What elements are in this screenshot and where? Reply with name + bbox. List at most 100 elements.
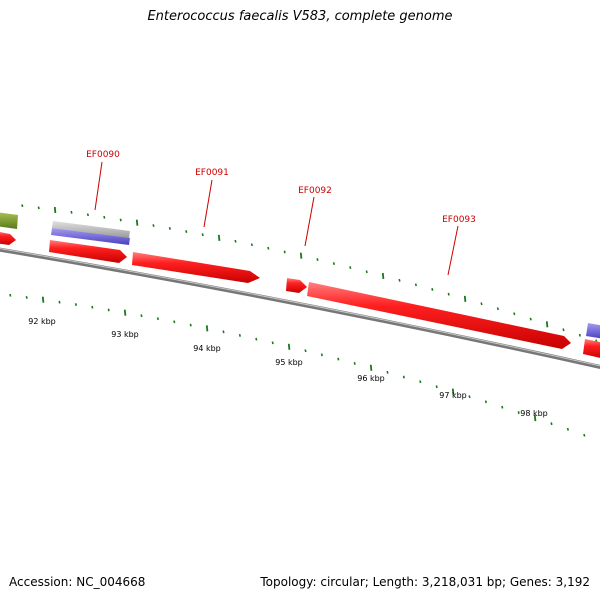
minor-tick	[86, 213, 89, 217]
minor-tick	[398, 278, 401, 282]
gray-feature	[52, 221, 130, 238]
major-tick	[533, 415, 537, 422]
major-tick	[41, 296, 45, 303]
blue-feature	[51, 228, 130, 245]
minor-tick	[255, 337, 258, 341]
major-tick	[217, 234, 221, 241]
minor-tick	[91, 305, 94, 309]
scale-label: 97 kbp	[439, 391, 467, 400]
minor-tick	[283, 250, 286, 254]
cds-arrow	[583, 339, 600, 358]
minor-tick	[320, 353, 323, 357]
minor-tick	[156, 317, 159, 321]
genome-summary-text: Topology: circular; Length: 3,218,031 bp…	[260, 575, 590, 589]
minor-tick	[168, 227, 171, 230]
major-tick	[287, 343, 291, 350]
minor-tick	[583, 433, 586, 437]
cds-arrow	[0, 232, 16, 245]
minor-tick	[140, 314, 143, 318]
major-tick	[205, 325, 209, 332]
minor-tick	[316, 258, 319, 261]
major-tick	[53, 206, 57, 214]
minor-tick	[480, 302, 483, 306]
minor-tick	[21, 204, 24, 208]
minor-tick	[529, 317, 532, 321]
minor-tick	[365, 270, 368, 274]
major-tick	[135, 219, 139, 226]
minor-tick	[107, 308, 110, 312]
minor-tick	[304, 349, 307, 353]
genome-backbone-highlight	[0, 248, 600, 367]
blue-feature-right	[586, 323, 600, 339]
minor-tick	[250, 243, 253, 247]
scale-label: 98 kbp	[520, 409, 548, 418]
minor-tick	[185, 230, 188, 233]
minor-tick	[70, 210, 73, 214]
minor-tick	[271, 341, 274, 345]
map-title: Enterococcus faecalis V583, complete gen…	[147, 9, 453, 24]
minor-tick	[337, 357, 340, 361]
minor-tick	[152, 224, 155, 227]
minor-tick	[349, 266, 352, 269]
minor-tick	[386, 370, 389, 374]
minor-tick	[517, 411, 520, 414]
genome-backbone	[0, 247, 600, 369]
major-tick	[451, 388, 455, 395]
minor-tick	[447, 292, 450, 296]
minor-tick	[496, 307, 499, 311]
minor-tick	[419, 380, 422, 384]
gene-label-ef0092: EF0092	[298, 186, 332, 247]
major-tick	[123, 309, 127, 316]
minor-tick	[37, 206, 40, 210]
major-tick	[545, 321, 549, 328]
minor-tick	[9, 293, 12, 297]
gene-label-ef0091: EF0091	[195, 168, 229, 228]
svg-text:EF0092: EF0092	[298, 186, 332, 196]
major-tick	[381, 272, 385, 280]
minor-tick	[238, 334, 241, 337]
minor-tick	[332, 262, 335, 265]
major-tick	[369, 364, 373, 371]
scale-label: 93 kbp	[111, 330, 139, 339]
cds-arrow-ef0090	[49, 240, 127, 263]
major-tick	[299, 252, 303, 259]
lower-tick-row	[9, 293, 586, 437]
gene-label-ef0093: EF0093	[442, 215, 476, 276]
svg-text:EF0093: EF0093	[442, 215, 476, 225]
scale-label: 94 kbp	[193, 344, 221, 353]
minor-tick	[119, 218, 122, 222]
minor-tick	[58, 300, 61, 304]
accession-text: Accession: NC_004668	[9, 575, 146, 589]
minor-tick	[173, 320, 176, 324]
minor-tick	[578, 333, 581, 337]
minor-tick	[402, 375, 405, 379]
gene-label-ef0090: EF0090	[86, 150, 120, 211]
minor-tick	[103, 215, 106, 219]
minor-tick	[550, 422, 553, 426]
minor-tick	[435, 385, 438, 389]
svg-text:EF0090: EF0090	[86, 150, 120, 160]
minor-tick	[353, 362, 356, 365]
minor-tick	[501, 405, 504, 409]
scale-labels: 92 kbp 93 kbp 94 kbp 95 kbp 96 kbp 97 kb…	[28, 317, 548, 418]
major-tick	[463, 295, 467, 302]
minor-tick	[189, 323, 192, 327]
minor-tick	[414, 283, 417, 287]
cds-arrow-ef0093	[307, 282, 571, 349]
minor-tick	[201, 233, 204, 237]
upper-tick-row	[21, 204, 598, 343]
minor-tick	[484, 400, 487, 404]
cds-arrow-ef0091	[132, 252, 260, 283]
minor-tick	[513, 312, 516, 316]
minor-tick	[267, 246, 270, 250]
minor-tick	[25, 296, 28, 299]
scale-label: 96 kbp	[357, 374, 385, 383]
minor-tick	[234, 239, 237, 243]
minor-tick	[74, 303, 77, 306]
scale-label: 92 kbp	[28, 317, 56, 326]
minor-tick	[566, 427, 569, 431]
cds-arrow-ef0092	[286, 278, 307, 293]
minor-tick	[222, 330, 225, 334]
svg-text:EF0091: EF0091	[195, 168, 229, 178]
